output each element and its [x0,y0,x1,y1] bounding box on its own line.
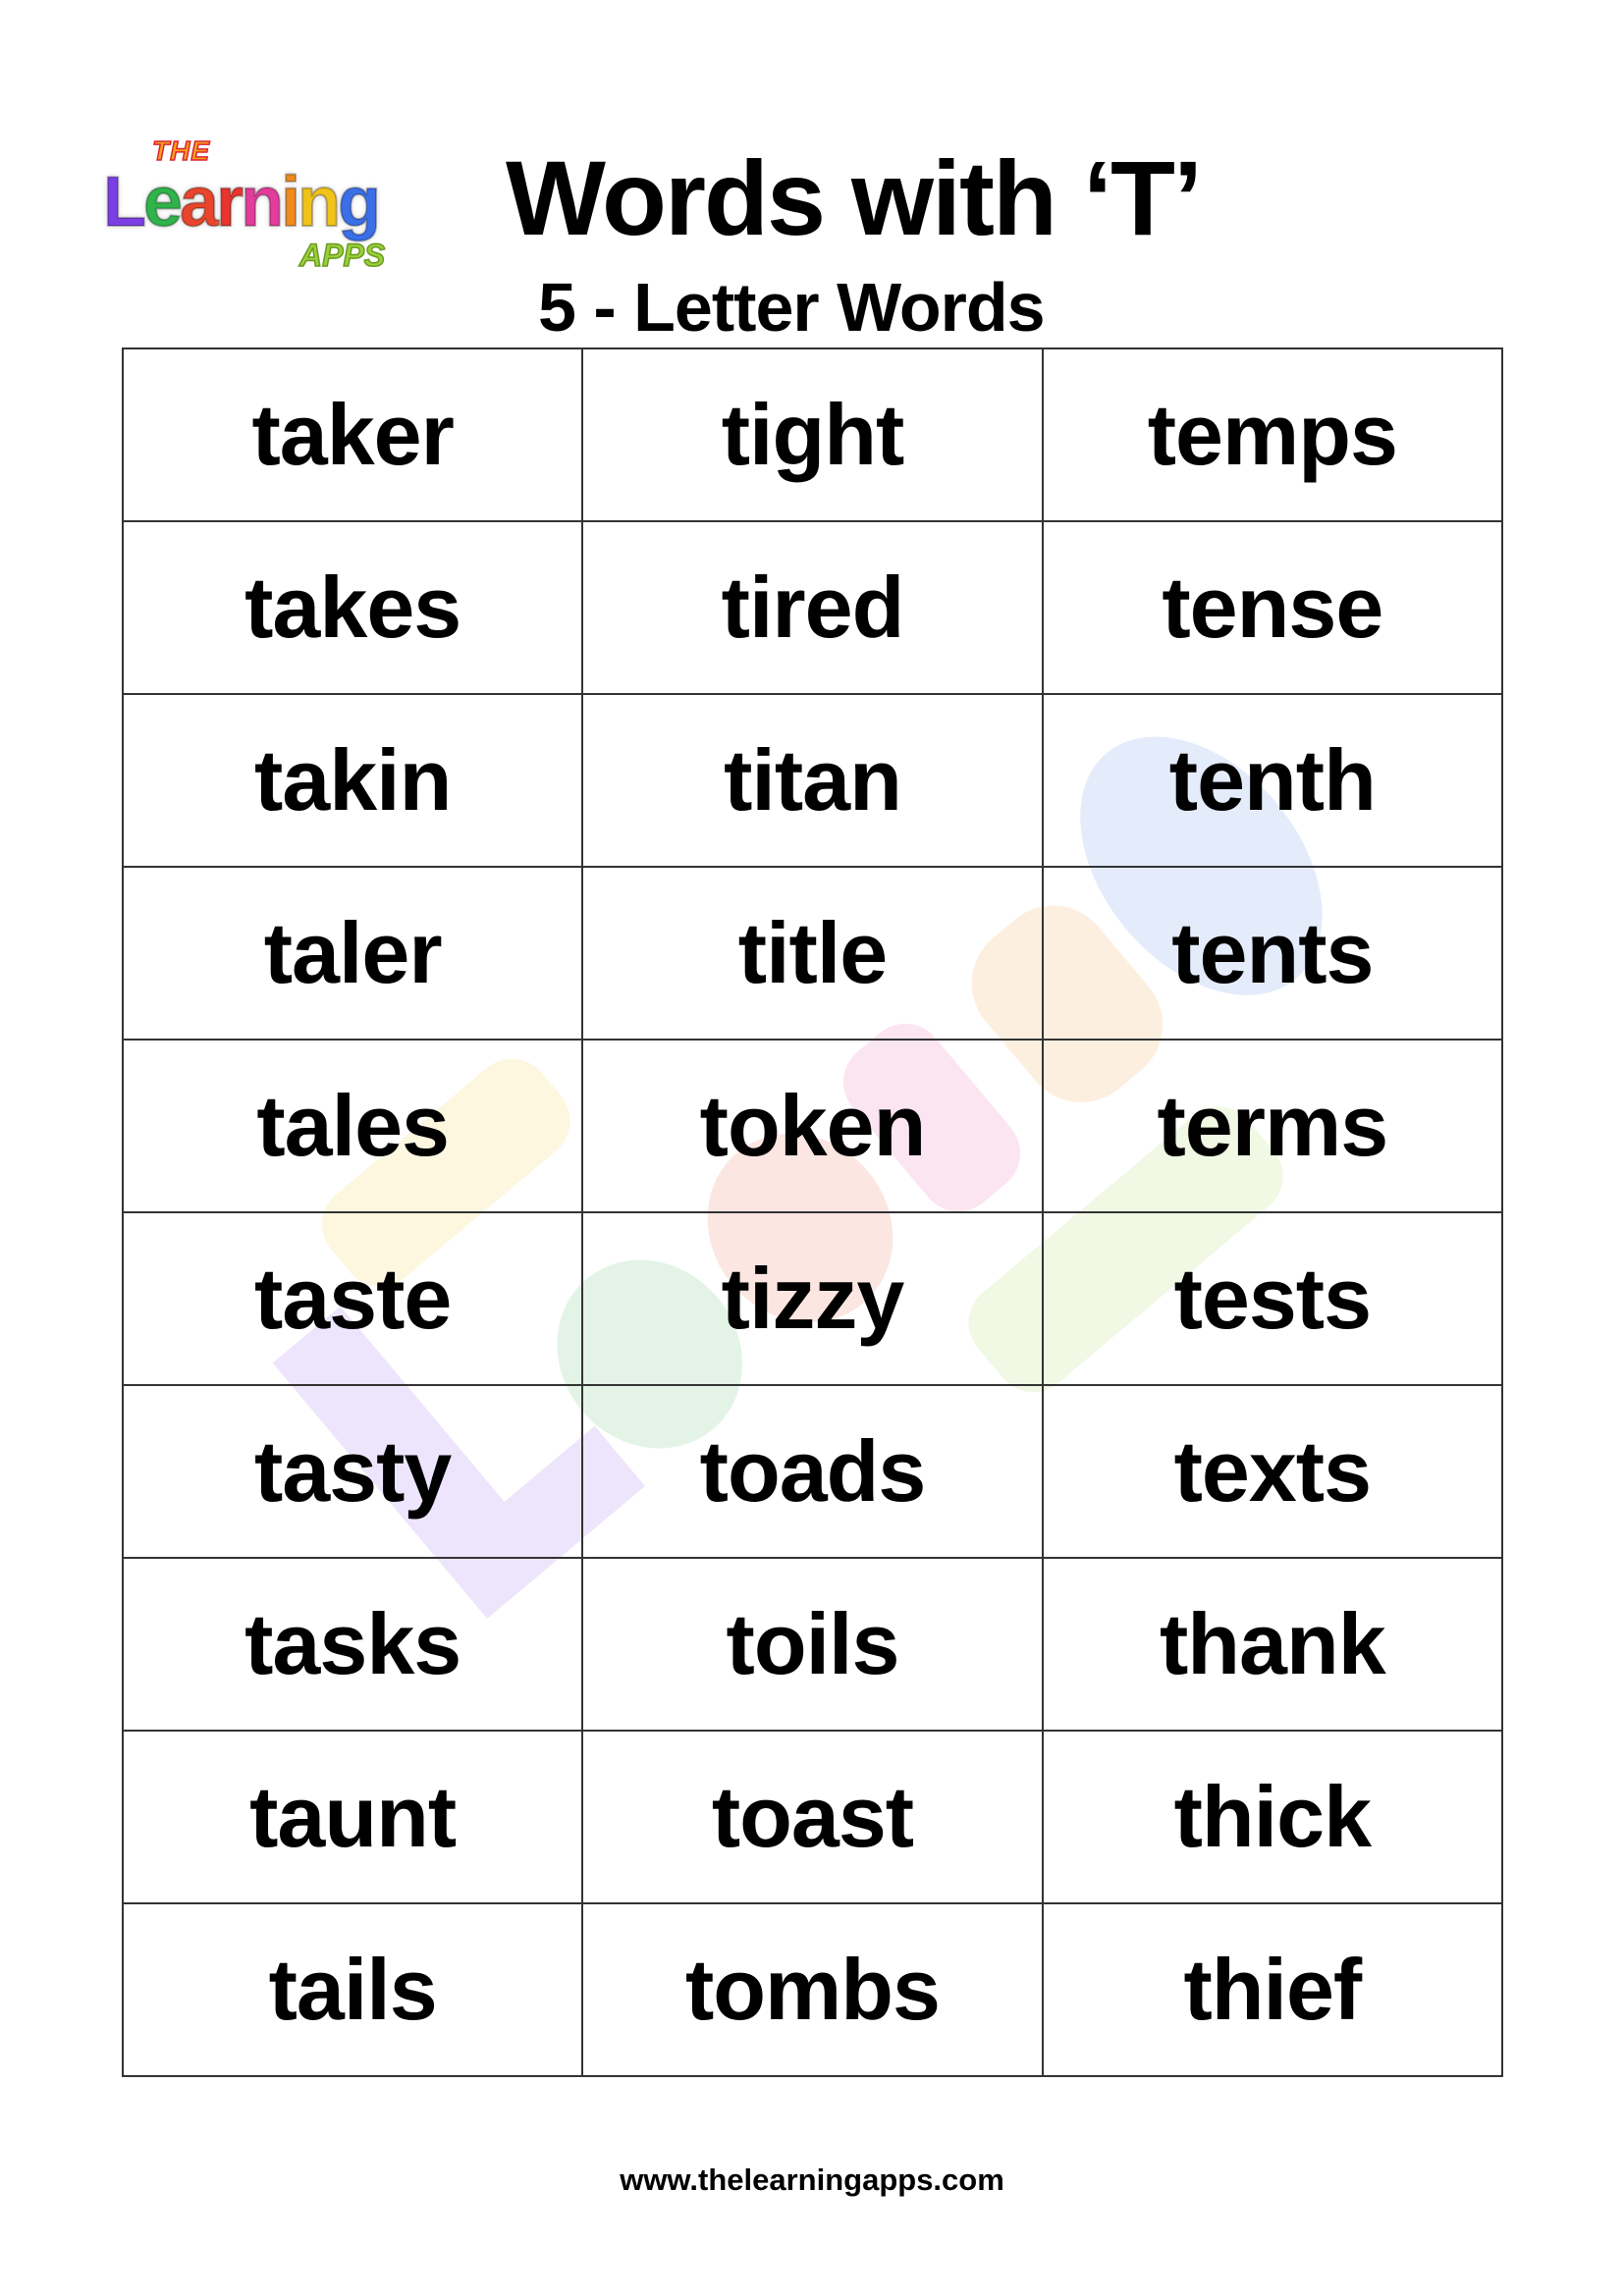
word-cell: tense [1041,520,1504,695]
word-cell: titan [581,693,1044,868]
word-cell: tenth [1041,693,1504,868]
word-cell: thief [1041,1902,1504,2077]
word-cell: temps [1041,347,1504,522]
word-cell: taunt [121,1730,584,1904]
logo-letter: a [179,163,220,241]
logo-apps: APPS [298,238,386,273]
logo-letter: e [142,163,184,241]
table-row: taste tizzy tests [121,1211,1504,1386]
the-learning-apps-logo: THE Learning APPS [102,135,476,275]
word-cell: tight [581,347,1044,522]
word-cell: terms [1041,1039,1504,1213]
logo-letter: g [337,163,382,241]
logo-the: THE [151,135,210,166]
logo-letter: i [280,163,301,241]
word-cell: taker [121,347,584,522]
logo-letter: r [215,163,244,241]
logo-letter: n [240,163,285,241]
table-row: tasks toils thank [121,1557,1504,1732]
word-cell: title [581,866,1044,1041]
word-cell: tents [1041,866,1504,1041]
word-cell: token [581,1039,1044,1213]
word-cell: thank [1041,1557,1504,1732]
word-cell: toads [581,1384,1044,1559]
word-cell: taste [121,1211,584,1386]
logo-learning: Learning [102,166,382,239]
word-cell: tasty [121,1384,584,1559]
table-row: takes tired tense [121,520,1504,695]
table-row: tasty toads texts [121,1384,1504,1559]
word-table: taker tight temps takes tired tense takin titan… [121,347,1504,2077]
table-row: taunt toast thick [121,1730,1504,1904]
word-cell: takin [121,693,584,868]
word-cell: toast [581,1730,1044,1904]
word-cell: tails [121,1902,584,2077]
logo-letter: n [297,163,342,241]
page-title: Words with ‘T’ [506,138,1203,257]
word-cell: toils [581,1557,1044,1732]
word-cell: tasks [121,1557,584,1732]
table-row: tales token terms [121,1039,1504,1213]
word-cell: thick [1041,1730,1504,1904]
table-row: tails tombs thief [121,1902,1504,2077]
table-row: takin titan tenth [121,693,1504,868]
word-cell: tizzy [581,1211,1044,1386]
word-cell: takes [121,520,584,695]
word-cell: tired [581,520,1044,695]
table-row: taler title tents [121,866,1504,1041]
word-cell: taler [121,866,584,1041]
table-row: taker tight temps [121,347,1504,522]
word-cell: tests [1041,1211,1504,1386]
word-cell: texts [1041,1384,1504,1559]
word-cell: tombs [581,1902,1044,2077]
logo-letter: L [102,163,147,241]
word-cell: tales [121,1039,584,1213]
page-subtitle: 5 - Letter Words [538,269,1046,346]
website-url: www.thelearningapps.com [620,2163,1004,2197]
